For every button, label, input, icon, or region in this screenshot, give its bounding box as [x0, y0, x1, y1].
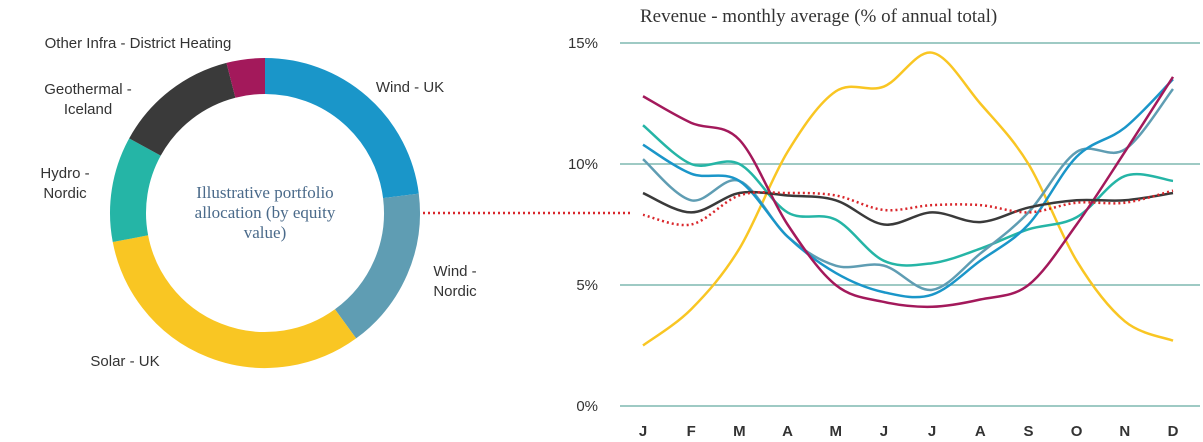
x-tick-label: J: [928, 423, 936, 440]
donut-center-text: Illustrative portfolio allocation (by eq…: [194, 183, 336, 242]
donut-segment: [264, 58, 419, 199]
donut-segment: [110, 138, 161, 243]
donut-segment: [112, 234, 357, 368]
y-tick-label: 15%: [568, 35, 598, 52]
series-line: [642, 190, 1174, 226]
segment-label: Geothermal - Iceland: [44, 81, 132, 118]
chart-title: Revenue - monthly average (% of annual t…: [640, 6, 998, 27]
x-tick-label: O: [1071, 423, 1083, 440]
donut-segment: [226, 58, 266, 98]
x-tick-label: J: [880, 423, 888, 440]
x-tick-label: S: [1023, 423, 1033, 440]
segment-label: Solar - UK: [90, 353, 160, 370]
x-tick-label: J: [639, 423, 647, 440]
x-tick-label: F: [687, 423, 696, 440]
donut-segment: [334, 193, 420, 339]
x-tick-label: N: [1119, 423, 1130, 440]
x-tick-label: A: [975, 423, 986, 440]
segment-label: Hydro - Nordic: [40, 165, 90, 202]
series-line: [642, 88, 1174, 292]
x-tick-label: M: [829, 423, 842, 440]
y-tick-label: 0%: [576, 398, 598, 415]
segment-label: Wind - UK: [375, 79, 445, 96]
segment-label: Other Infra - District Heating: [44, 35, 232, 52]
series-line: [642, 189, 1174, 227]
segment-label: Wind - Nordic: [433, 263, 477, 300]
series-line: [642, 78, 1174, 299]
x-tick-label: A: [782, 423, 793, 440]
x-tick-label: D: [1168, 423, 1179, 440]
y-tick-label: 5%: [576, 277, 598, 294]
y-tick-label: 10%: [568, 156, 598, 173]
donut-segment: [129, 62, 236, 157]
series-line: [642, 124, 1174, 267]
series-line: [642, 51, 1174, 347]
x-tick-label: M: [733, 423, 746, 440]
